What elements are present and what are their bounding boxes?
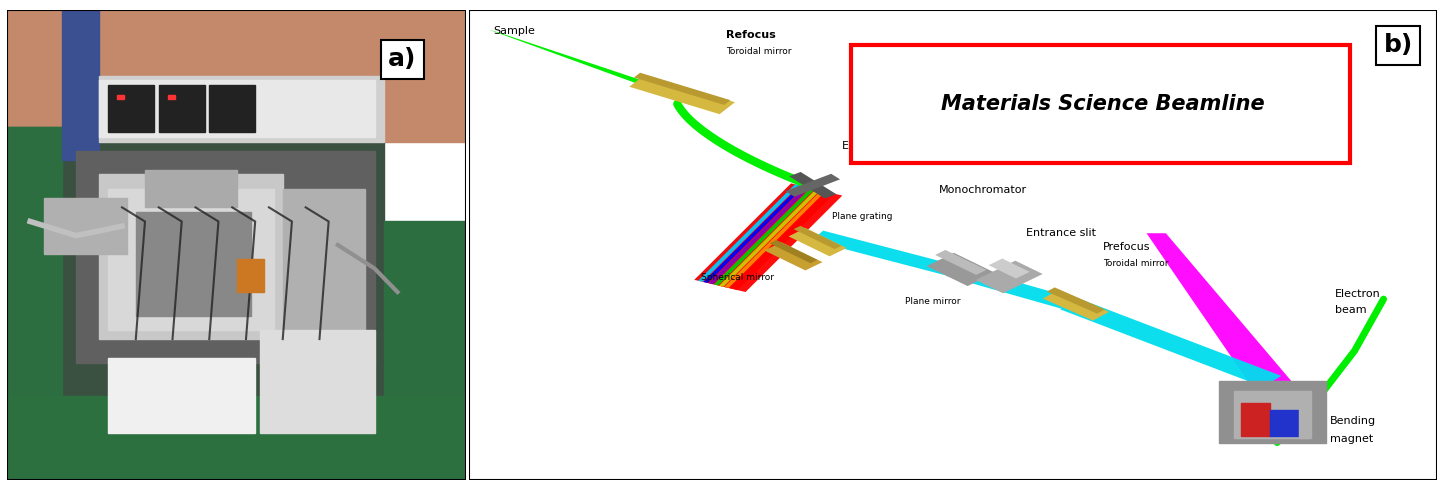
Text: magnet: magnet (1330, 434, 1373, 443)
Polygon shape (788, 228, 846, 256)
Bar (7, 10, 466, 142)
Bar (77, 151, 374, 363)
Text: Toroidal mirror: Toroidal mirror (1103, 259, 1168, 268)
Polygon shape (703, 186, 804, 283)
Bar (100, 80, 374, 137)
Text: Prefocus: Prefocus (1103, 242, 1151, 252)
Text: Plane grating: Plane grating (832, 212, 892, 221)
Polygon shape (1060, 298, 1281, 387)
Bar (62, 142, 384, 480)
Bar (108, 85, 155, 132)
Polygon shape (794, 226, 842, 249)
Bar (62, 10, 100, 160)
Bar (384, 221, 466, 480)
Bar (1219, 381, 1326, 442)
Bar (100, 174, 283, 339)
Bar (237, 259, 264, 292)
Bar (7, 395, 466, 480)
Polygon shape (1047, 288, 1105, 314)
Bar (260, 330, 374, 433)
Text: Bending: Bending (1330, 416, 1376, 426)
Text: Exit slit: Exit slit (842, 141, 882, 150)
Bar (1233, 391, 1311, 438)
Bar (7, 127, 62, 480)
Bar (136, 212, 251, 316)
Text: Spherical mirror: Spherical mirror (702, 273, 774, 282)
Bar (168, 96, 175, 99)
Polygon shape (976, 261, 1043, 294)
Bar (1271, 410, 1300, 436)
Polygon shape (709, 187, 810, 284)
Polygon shape (770, 240, 817, 263)
Text: beam: beam (1336, 305, 1367, 315)
Text: Electron: Electron (1336, 289, 1380, 299)
Text: Entrance slit: Entrance slit (1025, 227, 1096, 238)
Bar (1242, 403, 1271, 436)
Polygon shape (713, 188, 814, 286)
Bar (108, 358, 256, 433)
Polygon shape (786, 174, 840, 196)
Polygon shape (812, 231, 959, 276)
Polygon shape (927, 253, 995, 286)
Polygon shape (936, 250, 986, 275)
Text: Monochromator: Monochromator (939, 185, 1027, 195)
Polygon shape (764, 242, 823, 270)
Polygon shape (790, 172, 836, 198)
Bar (7, 127, 62, 174)
Polygon shape (989, 259, 1030, 278)
Bar (108, 189, 273, 330)
Polygon shape (630, 75, 735, 114)
Text: Sample: Sample (494, 26, 536, 36)
Text: Materials Science Beamline: Materials Science Beamline (941, 94, 1265, 114)
Text: Refocus: Refocus (726, 30, 775, 40)
Bar (159, 85, 205, 132)
Text: b): b) (1383, 33, 1412, 57)
Text: Plane mirror: Plane mirror (905, 297, 960, 306)
Polygon shape (699, 184, 800, 282)
Bar (100, 75, 384, 142)
Bar (43, 198, 127, 254)
Bar (1300, 400, 1310, 438)
FancyBboxPatch shape (852, 45, 1350, 163)
Polygon shape (718, 189, 842, 292)
Polygon shape (634, 73, 731, 105)
Polygon shape (947, 266, 1076, 309)
Polygon shape (1043, 290, 1109, 320)
Text: a): a) (388, 47, 417, 71)
Bar (117, 96, 124, 99)
Polygon shape (488, 29, 687, 98)
Text: Toroidal mirror: Toroidal mirror (726, 48, 791, 56)
Polygon shape (719, 189, 820, 287)
Polygon shape (695, 183, 835, 290)
Bar (283, 189, 365, 330)
Polygon shape (725, 191, 826, 288)
Bar (209, 85, 256, 132)
Polygon shape (1147, 233, 1292, 381)
Bar (144, 170, 237, 207)
